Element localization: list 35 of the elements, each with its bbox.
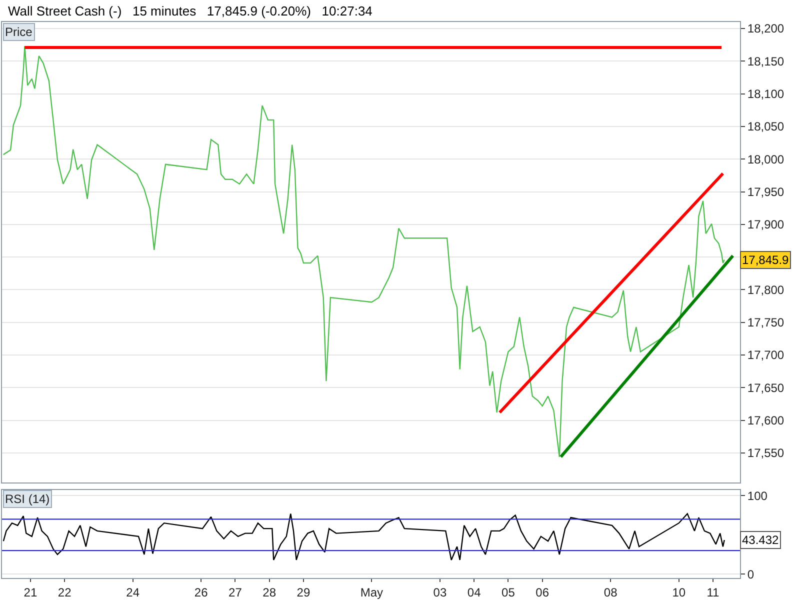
chart-title: Wall Street Cash (-) 15 minutes 17,845.9 (-0.20%) 10:27:34	[8, 4, 372, 19]
x-tick-label: 24	[126, 585, 140, 600]
text: 43.432	[742, 533, 780, 547]
y-axis-title: Price	[5, 25, 33, 39]
x-tick-label: 22	[58, 585, 72, 600]
y-tick-label: 17,550	[747, 446, 784, 460]
y-tick-label: 100	[747, 488, 768, 503]
x-tick-label: May	[360, 585, 384, 600]
y-tick-label: 17,750	[747, 316, 784, 330]
x-tick-label: 03	[433, 585, 447, 600]
x-tick-label: 10	[672, 585, 686, 600]
x-tick-label: 11	[706, 585, 720, 600]
x-tick-label: 26	[194, 585, 208, 600]
y-tick-label: 18,200	[747, 22, 784, 36]
y-tick-label: 17,950	[747, 184, 784, 199]
x-tick-label: 27	[228, 585, 242, 600]
y-tick-label: 18,050	[747, 120, 784, 134]
y-tick-label: 18,000	[747, 152, 784, 166]
x-tick-label: 04	[467, 585, 482, 600]
y-tick-label: 17,650	[747, 380, 784, 395]
x-tick-label: 28	[262, 585, 276, 600]
y-tick-label: 17,700	[747, 348, 784, 362]
y-tick-label: 18,150	[747, 54, 784, 68]
y-tick-label: 0	[747, 567, 754, 582]
y-tick-label: 17,800	[747, 282, 784, 297]
x-tick-label: 29	[296, 585, 310, 600]
y-tick-label: 18,100	[747, 87, 784, 102]
y-tick-label: 17,600	[747, 414, 784, 428]
x-tick-label: 06	[536, 585, 550, 600]
x-tick-label: 08	[604, 585, 618, 600]
x-tick-label: 05	[502, 585, 516, 600]
x-tick-label: 21	[24, 585, 38, 600]
y-tick-label: 17,900	[747, 218, 784, 232]
chart-title: RSI (14)	[5, 492, 50, 506]
text: 17,845.9	[742, 253, 790, 267]
